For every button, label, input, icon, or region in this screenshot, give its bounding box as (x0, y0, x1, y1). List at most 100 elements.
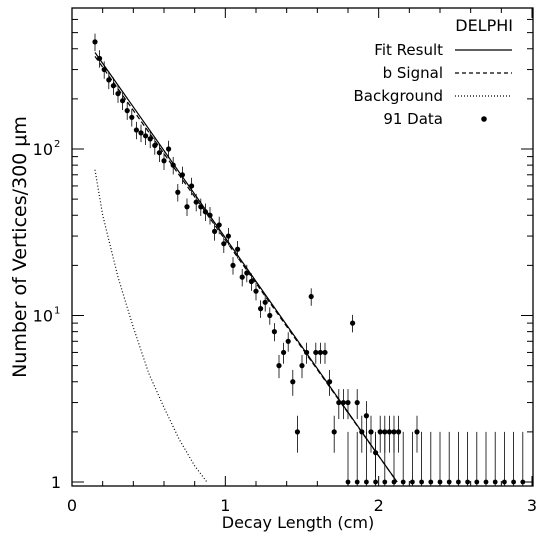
data-point (368, 429, 374, 435)
data-point (253, 288, 259, 294)
data-point (244, 270, 250, 276)
y-axis-label: Number of Vertices/300 μm (9, 116, 31, 378)
data-point (101, 66, 107, 73)
data-point (184, 204, 190, 210)
axis-ticks (71, 8, 533, 486)
x-tick-label: 3 (527, 496, 537, 515)
data-point (308, 293, 314, 300)
data-point (147, 136, 153, 142)
data-point (152, 142, 158, 149)
data-point (92, 39, 98, 45)
data-point (492, 479, 498, 485)
data-point (170, 162, 176, 168)
data-point (391, 479, 397, 485)
y-tick-label: 1 (51, 473, 61, 492)
data-point (465, 479, 470, 485)
data-point (120, 98, 126, 104)
data-point (428, 479, 434, 485)
legend-label-fit-result: Fit Result (374, 41, 443, 59)
data-points (92, 33, 526, 486)
data-point (290, 379, 296, 385)
data-point (299, 363, 305, 369)
x-tick-label: 0 (67, 496, 77, 515)
data-point (193, 199, 199, 205)
data-point (276, 363, 282, 369)
x-axis-label: Decay Length (cm) (222, 513, 374, 532)
data-point (267, 312, 273, 319)
data-point (317, 349, 323, 356)
data-point (124, 108, 130, 114)
data-point (175, 189, 181, 195)
data-point (115, 91, 121, 97)
data-point (262, 299, 268, 305)
data-point (350, 320, 356, 326)
data-point (138, 130, 144, 136)
data-point (322, 349, 328, 356)
data-point (382, 479, 388, 485)
data-point (221, 241, 227, 247)
chart-title: DELPHI (455, 16, 513, 35)
data-point (161, 158, 167, 164)
y-tick-label: 10 (33, 140, 53, 159)
data-point (235, 246, 241, 252)
data-point (345, 479, 351, 485)
curve-background (94, 169, 208, 483)
data-point (313, 349, 319, 356)
data-point (248, 278, 254, 285)
data-point (212, 228, 218, 234)
data-point (363, 413, 369, 419)
data-point (359, 429, 365, 435)
legend: Fit Result b Signal Background 91 Data (354, 41, 512, 128)
data-point (230, 262, 236, 268)
data-point (483, 479, 489, 485)
data-point (97, 55, 103, 62)
data-point (106, 77, 112, 83)
data-point (396, 429, 402, 435)
data-point (258, 306, 264, 312)
data-point (327, 379, 333, 385)
data-point (285, 338, 291, 344)
data-point (364, 479, 369, 485)
chart-curves (94, 52, 398, 483)
data-point (143, 133, 149, 139)
data-point (373, 479, 378, 485)
data-point (520, 479, 526, 485)
data-point (336, 399, 342, 406)
data-point (239, 274, 245, 280)
data-point (179, 172, 185, 178)
data-point (281, 349, 287, 356)
curve-b-signal (94, 56, 398, 483)
data-point (345, 399, 351, 406)
x-tick-label: 1 (220, 496, 230, 515)
data-point (202, 209, 208, 215)
y-tick-label-exponent: 1 (54, 306, 60, 317)
data-point (166, 146, 172, 152)
data-point (456, 479, 461, 485)
data-point (110, 83, 116, 89)
data-point (400, 479, 406, 485)
legend-label-b-signal: b Signal (383, 64, 443, 82)
data-point (354, 399, 360, 406)
data-point (198, 204, 204, 210)
data-point (386, 429, 392, 435)
data-point (340, 399, 346, 406)
data-point (502, 479, 507, 485)
data-point (437, 479, 443, 485)
data-point (189, 183, 195, 189)
data-point (129, 114, 135, 120)
data-point (156, 150, 162, 156)
data-point (511, 479, 516, 485)
data-point (294, 429, 300, 435)
x-tick-label: 2 (374, 496, 384, 515)
data-point (331, 429, 337, 435)
data-point (410, 479, 415, 485)
data-point (271, 329, 277, 335)
legend-label-background: Background (354, 87, 444, 105)
legend-label-91-data: 91 Data (383, 110, 443, 128)
data-point (354, 479, 360, 485)
data-point (133, 127, 139, 133)
data-point (446, 479, 452, 485)
data-point (377, 429, 383, 435)
legend-swatch-91-data (481, 116, 487, 122)
y-tick-label-exponent: 2 (54, 139, 60, 150)
